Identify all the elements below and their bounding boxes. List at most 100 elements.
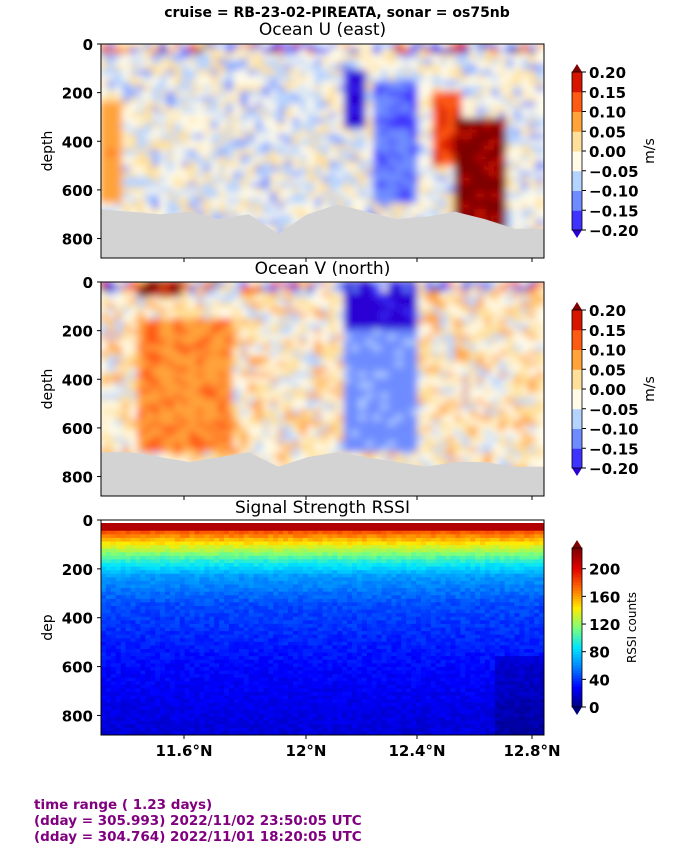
velocity-cell [107,302,117,310]
velocity-cell [269,382,280,390]
velocity-cell [373,69,383,78]
velocity-cell [225,96,235,104]
velocity-cell [151,44,162,51]
velocity-cell [101,398,110,407]
velocity-cell [299,446,309,455]
velocity-cell [159,123,169,131]
velocity-cell [218,345,228,353]
velocity-cell [447,107,457,115]
velocity-cell [380,80,390,88]
velocity-cell [151,150,162,158]
velocity-cell [373,404,383,412]
velocity-cell [232,139,243,147]
velocity-cell [232,48,243,56]
velocity-cell [122,377,132,385]
velocity-cell [469,345,479,353]
velocity-cell [122,366,132,374]
velocity-cell [129,361,139,369]
velocity-cell [328,112,339,120]
velocity-cell [314,329,324,337]
velocity-cell [439,334,450,342]
velocity-cell [291,192,302,201]
velocity-cell [210,150,221,158]
velocity-cell [351,187,361,195]
velocity-cell [203,80,213,88]
velocity-cell [232,409,243,417]
velocity-cell [129,323,139,332]
velocity-cell [166,441,176,449]
velocity-cell [365,282,376,289]
velocity-cell [299,101,309,110]
velocity-cell [321,44,331,51]
velocity-cell [284,59,294,67]
velocity-cell [291,446,302,455]
velocity-cell [181,350,191,358]
velocity-cell [173,430,184,439]
velocity-cell [129,176,139,185]
velocity-cell [491,150,501,158]
velocity-cell [114,75,125,83]
velocity-cell [491,53,501,62]
velocity-cell [351,139,361,147]
velocity-cell [262,187,272,195]
velocity-cell [395,297,405,305]
velocity-cell [114,414,125,423]
velocity-cell [535,414,544,423]
velocity-cell [520,404,531,412]
velocity-cell [247,282,258,289]
velocity-cell [373,64,383,72]
velocity-cell [321,377,331,385]
velocity-cell [269,409,280,417]
velocity-cell [483,144,494,152]
velocity-cell [284,91,294,99]
velocity-cell [136,101,147,110]
velocity-cell [232,128,243,136]
velocity-cell [321,430,331,439]
velocity-cell [291,355,302,364]
velocity-cell [173,452,184,460]
velocity-cell [343,377,354,385]
velocity-cell [432,452,442,460]
velocity-cell [380,446,390,455]
velocity-cell [336,436,346,444]
velocity-cell [129,291,139,300]
velocity-cell [506,457,516,465]
velocity-cell [424,307,435,316]
velocity-cell [255,128,265,136]
velocity-cell [151,323,162,332]
velocity-cell [314,366,324,374]
velocity-cell [144,350,154,358]
velocity-cell [225,133,235,142]
velocity-cell [461,377,472,385]
velocity-cell [387,150,398,158]
velocity-cell [476,355,486,364]
velocity-cell [365,452,376,460]
velocity-cell [255,398,265,407]
velocity-cell [447,112,457,120]
velocity-cell [144,203,154,211]
velocity-cell [380,198,390,206]
velocity-cell [173,192,184,201]
velocity-cell [506,388,516,396]
velocity-cell [469,307,479,316]
velocity-cell [535,171,544,179]
velocity-cell [365,377,376,385]
velocity-cell [247,409,258,417]
velocity-cell [114,155,125,163]
velocity-cell [181,398,191,407]
velocity-cell [424,414,435,423]
velocity-cell [210,388,221,396]
velocity-cell [136,192,147,201]
velocity-cell [373,334,383,342]
velocity-cell [387,198,398,206]
velocity-cell [262,441,272,449]
velocity-cell [173,334,184,342]
velocity-cell [432,334,442,342]
velocity-cell [424,198,435,206]
velocity-cell [181,307,191,316]
velocity-cell [195,128,206,136]
velocity-cell [188,182,198,190]
velocity-cell [513,297,523,305]
velocity-cell [395,192,405,201]
velocity-cell [181,361,191,369]
